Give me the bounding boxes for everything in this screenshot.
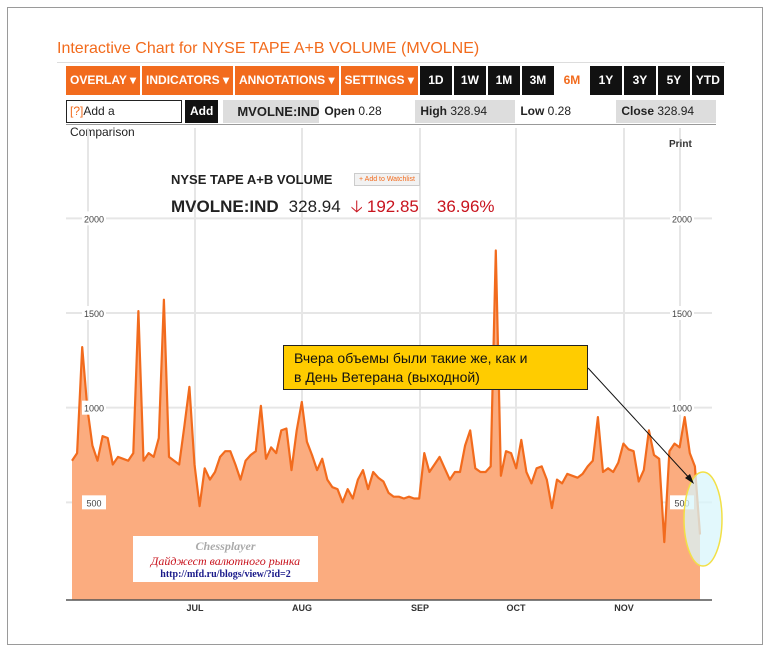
range-5y[interactable]: 5Y	[657, 66, 690, 95]
watermark-logo: Chessplayer Дайджест валютного рынка htt…	[133, 536, 318, 582]
y-tick-label-left-bg	[82, 495, 106, 510]
y-tick-label-left-bg	[82, 211, 106, 226]
high-value: High 328.94	[415, 99, 516, 123]
volume-area	[72, 250, 700, 600]
annotation-arrow	[587, 367, 693, 482]
price-change-percent: 36.96%	[436, 197, 495, 216]
down-arrow-icon: 🡣	[350, 197, 363, 216]
title-divider	[57, 62, 725, 63]
settings-menu[interactable]: SETTINGS ▾	[340, 66, 418, 95]
range-3y[interactable]: 3Y	[623, 66, 656, 95]
help-icon[interactable]: [?]	[70, 103, 84, 118]
y-tick-label-right-bg	[670, 306, 694, 320]
plus-icon: +	[359, 176, 364, 183]
ticker: MVOLNE:IND	[171, 197, 279, 216]
y-tick-label-left: 1000	[84, 404, 104, 414]
range-6m[interactable]: 6M	[555, 66, 588, 95]
y-tick-label-right: 1500	[672, 309, 692, 319]
low-value: Low 0.28	[520, 103, 572, 118]
volume-line	[71, 249, 702, 544]
y-tick-label-left-bg	[82, 400, 106, 415]
last-price: 328.94	[288, 197, 341, 216]
close-value: Close 328.94	[616, 99, 717, 123]
x-tick-label: NOV	[614, 603, 634, 613]
price-change: 192.85	[366, 197, 419, 216]
x-tick-label: OCT	[507, 603, 527, 613]
range-3m[interactable]: 3M	[521, 66, 554, 95]
y-tick-label-left-bg	[82, 306, 106, 320]
comparison-label: Add a Comparison	[70, 103, 135, 139]
indicators-menu[interactable]: INDICATORS ▾	[142, 66, 233, 95]
y-tick-label-right: 2000	[672, 214, 692, 224]
y-tick-label-right: 1000	[672, 404, 692, 414]
y-tick-label-right-bg	[670, 211, 694, 226]
add-comparison-button[interactable]: Add	[185, 99, 219, 123]
range-1y[interactable]: 1Y	[589, 66, 622, 95]
page-title: Interactive Chart for NYSE TAPE A+B VOLU…	[57, 40, 480, 57]
symbol-label: MVOLNE:IND	[223, 99, 320, 123]
print-button[interactable]: Print	[669, 139, 692, 150]
outer-frame	[7, 7, 763, 645]
x-tick-label: AUG	[292, 603, 312, 613]
y-tick-label-left: 2000	[84, 214, 104, 224]
add-to-watchlist-button[interactable]: + Add to Watchlist	[354, 173, 420, 186]
instrument-name: NYSE TAPE A+B VOLUME	[171, 172, 333, 187]
range-1m[interactable]: 1M	[487, 66, 520, 95]
comparison-input[interactable]: [?]Add a Comparison	[66, 99, 182, 139]
y-tick-label-left: 500	[86, 498, 101, 508]
highlight-ellipse	[683, 471, 723, 567]
range-1w[interactable]: 1W	[453, 66, 486, 95]
y-tick-label-left: 1500	[84, 309, 104, 319]
annotations-menu[interactable]: ANNOTATIONS ▾	[234, 66, 339, 95]
x-tick-label: JUL	[186, 603, 204, 613]
x-tick-label: SEP	[411, 603, 429, 613]
arrowhead-icon	[685, 474, 694, 484]
y-tick-label-right: 500	[674, 498, 689, 508]
quote-info-bar: [?]Add a Comparison Add MVOLNE:IND Open …	[66, 99, 717, 139]
y-tick-label-right-bg	[670, 400, 694, 415]
range-1d[interactable]: 1D	[419, 66, 452, 95]
quote-line: MVOLNE:IND 328.94 🡣 192.85 36.96%	[171, 194, 495, 223]
overlay-menu[interactable]: OVERLAY ▾	[66, 66, 141, 95]
info-divider	[66, 124, 716, 125]
open-value: Open 0.28	[324, 103, 382, 118]
chart-toolbar: OVERLAY ▾ INDICATORS ▾ ANNOTATIONS ▾ SET…	[66, 66, 726, 95]
range-ytd[interactable]: YTD	[691, 66, 724, 95]
